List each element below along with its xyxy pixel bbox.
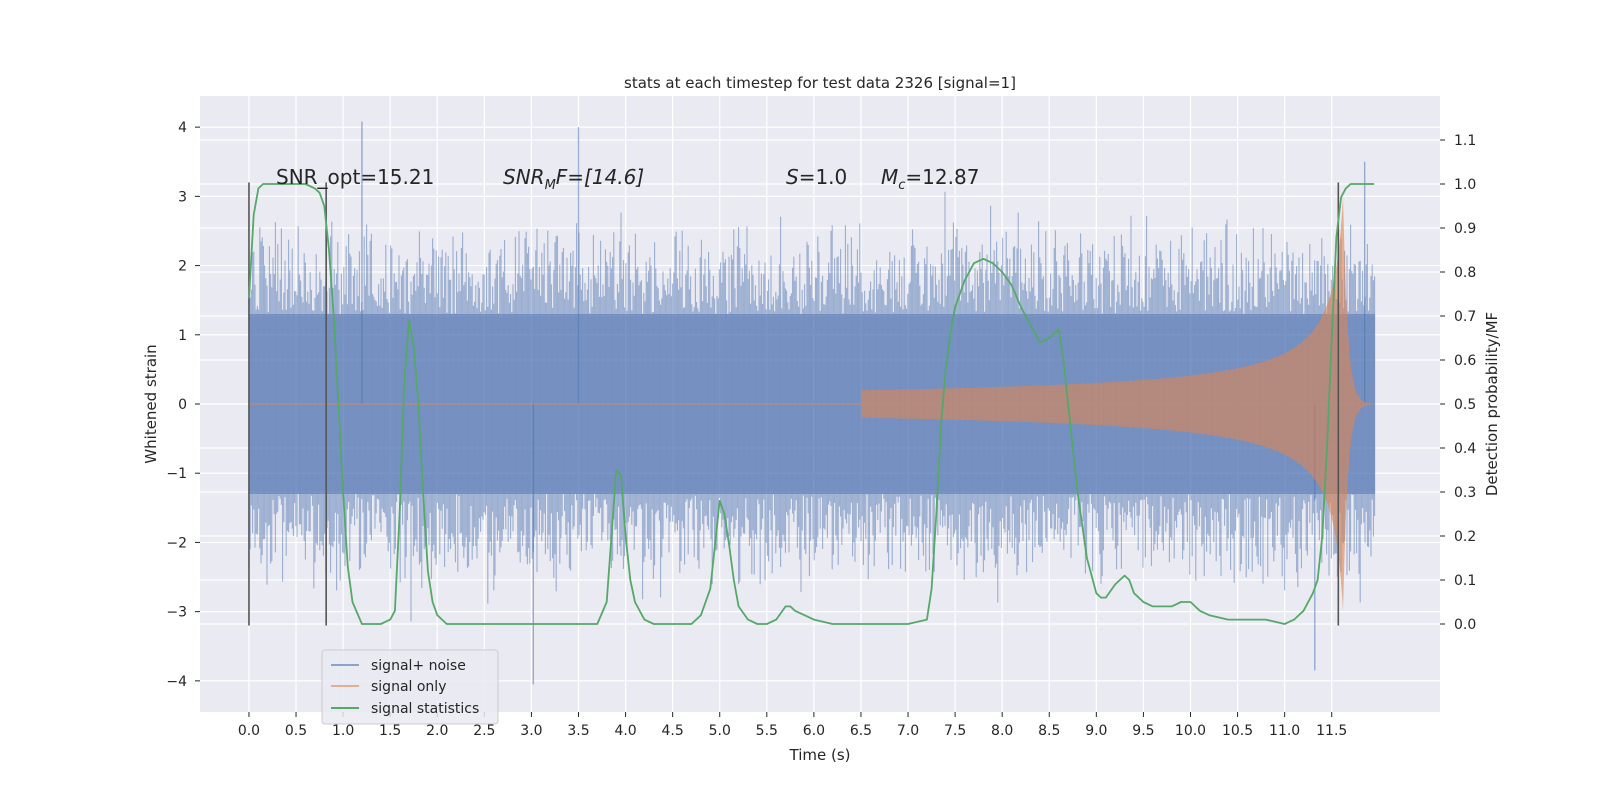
annotation-snr-opt: SNR_opt=15.21: [276, 165, 434, 189]
y2-tick-label: 0.2: [1454, 529, 1476, 545]
signal-chirp: [860, 196, 1375, 612]
y-axis-left: 4 3 2 1 0 −1 −2 −3 −4: [166, 120, 200, 690]
y-tick-label: 2: [178, 259, 187, 275]
vertical-markers: [248, 182, 1340, 626]
stats-series: [248, 183, 1375, 625]
y-axis-right: 1.1 1.0 0.9 0.8 0.7 0.6 0.5 0.4 0.3 0.2 0.1 0.0: [1440, 133, 1476, 633]
x-axis: 0.0 0.5 1.0 1.5 2.0 2.5 3.0 3.5 4.0 4.5 5.0 5.5 6.0 6…: [238, 712, 1347, 739]
y-tick-label: 1: [178, 328, 187, 344]
annotation-mc-var: M: [881, 165, 898, 189]
y2-axis-label: Detection probability/MF: [1483, 312, 1501, 496]
x-tick-label: 2.0: [426, 723, 448, 739]
legend-box: [321, 649, 499, 725]
x-tick-label: 0.0: [238, 723, 260, 739]
y-axis-label: Whitened strain: [142, 344, 160, 463]
legend-label-signal: signal only: [371, 679, 446, 695]
stats-line: [248, 183, 1375, 625]
y-tick-label: 3: [178, 189, 187, 205]
y2-tick-label: 1.0: [1454, 177, 1476, 193]
x-axis-label: Time (s): [789, 746, 851, 764]
y2-tick-label: 0.1: [1454, 573, 1476, 589]
annotation-snr-mf-var: SNR: [503, 165, 545, 189]
x-tick-label: 4.5: [662, 723, 684, 739]
x-tick-label: 1.5: [379, 723, 401, 739]
x-tick-label: 7.5: [944, 723, 966, 739]
chart-title: stats at each timestep for test data 232…: [624, 74, 1016, 92]
x-tick-label: 5.0: [709, 723, 731, 739]
x-tick-label: 7.0: [897, 723, 919, 739]
x-tick-label: 3.5: [567, 723, 589, 739]
annotation-mc-value: =12.87: [905, 165, 979, 189]
x-tick-label: 11.5: [1316, 723, 1347, 739]
y2-tick-label: 0.8: [1454, 265, 1476, 281]
x-tick-label: 5.5: [756, 723, 778, 739]
y2-tick-label: 0.6: [1454, 353, 1476, 369]
y2-tick-label: 0.0: [1454, 617, 1476, 633]
legend-label-noise: signal+ noise: [371, 658, 466, 674]
annotation-mc: Mc=12.87: [881, 165, 979, 193]
legend: signal+ noise signal only signal statist…: [321, 649, 499, 725]
x-tick-label: 1.0: [332, 723, 354, 739]
x-tick-label: 10.5: [1222, 723, 1253, 739]
annotation-snr-mf-sub: M: [545, 178, 556, 193]
y-tick-label: −2: [166, 535, 187, 551]
annotation-s: S=1.0: [786, 165, 847, 189]
x-tick-label: 9.0: [1085, 723, 1107, 739]
x-tick-label: 9.5: [1132, 723, 1154, 739]
x-tick-label: 8.0: [991, 723, 1013, 739]
y2-tick-label: 1.1: [1454, 133, 1476, 149]
annotation-snr-mf: SNRMF=[14.6]: [503, 165, 644, 193]
x-tick-label: 11.0: [1269, 723, 1300, 739]
y-tick-label: 0: [178, 397, 187, 413]
y2-tick-label: 0.5: [1454, 397, 1476, 413]
signal-series: [248, 196, 1375, 612]
annotation-snr-mf-suffix: F=[14.6]: [556, 165, 644, 189]
y-tick-label: −4: [166, 674, 187, 690]
y-tick-label: −3: [166, 605, 187, 621]
x-tick-label: 6.5: [850, 723, 872, 739]
annotation-mc-sub: c: [898, 178, 905, 193]
x-tick-label: 10.0: [1175, 723, 1206, 739]
x-tick-label: 3.0: [520, 723, 542, 739]
legend-label-stats: signal statistics: [371, 701, 479, 717]
annotation-s-value: =1.0: [799, 165, 848, 189]
x-tick-label: 0.5: [285, 723, 307, 739]
y-tick-label: 4: [178, 120, 187, 136]
annotation-s-var: S: [786, 165, 799, 189]
x-tick-label: 2.5: [473, 723, 495, 739]
y2-tick-label: 0.4: [1454, 441, 1476, 457]
y2-tick-label: 0.7: [1454, 309, 1476, 325]
x-tick-label: 8.5: [1038, 723, 1060, 739]
x-tick-label: 4.0: [614, 723, 636, 739]
y2-tick-label: 0.3: [1454, 485, 1476, 501]
x-tick-label: 6.0: [803, 723, 825, 739]
y2-tick-label: 0.9: [1454, 221, 1476, 237]
y-tick-label: −1: [166, 466, 187, 482]
